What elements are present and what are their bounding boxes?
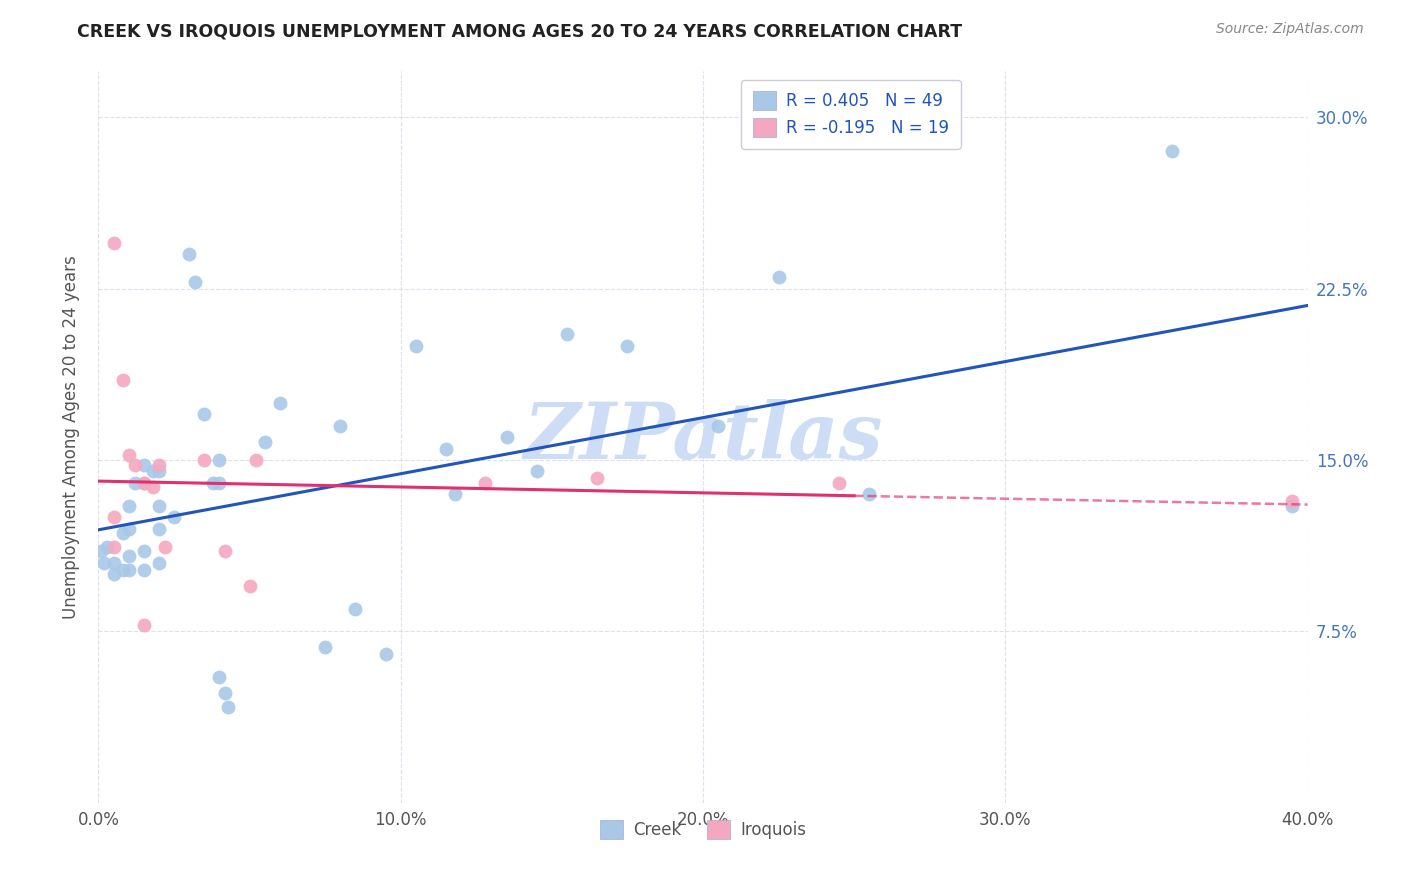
- Point: [142, 464, 165, 478]
- Point: [103, 540, 125, 554]
- Point: [90, 544, 112, 558]
- Point: [208, 453, 231, 467]
- Point: [245, 453, 267, 467]
- Point: [124, 458, 146, 472]
- Point: [111, 563, 134, 577]
- Point: [132, 563, 155, 577]
- Point: [707, 418, 730, 433]
- Text: Source: ZipAtlas.com: Source: ZipAtlas.com: [1216, 22, 1364, 37]
- Point: [858, 487, 880, 501]
- Point: [103, 556, 125, 570]
- Point: [103, 235, 125, 250]
- Point: [586, 471, 609, 485]
- Text: CREEK VS IROQUOIS UNEMPLOYMENT AMONG AGES 20 TO 24 YEARS CORRELATION CHART: CREEK VS IROQUOIS UNEMPLOYMENT AMONG AGE…: [77, 22, 963, 40]
- Point: [111, 526, 134, 541]
- Point: [314, 640, 336, 655]
- Point: [111, 373, 134, 387]
- Point: [768, 270, 790, 285]
- Point: [214, 686, 236, 700]
- Y-axis label: Unemployment Among Ages 20 to 24 years: Unemployment Among Ages 20 to 24 years: [62, 255, 80, 619]
- Point: [374, 647, 396, 661]
- Point: [163, 510, 186, 524]
- Point: [118, 563, 141, 577]
- Point: [1281, 494, 1303, 508]
- Point: [1160, 145, 1182, 159]
- Point: [616, 338, 638, 352]
- Point: [526, 464, 548, 478]
- Point: [269, 396, 291, 410]
- Point: [142, 480, 165, 494]
- Point: [1281, 499, 1303, 513]
- Point: [118, 521, 141, 535]
- Point: [148, 464, 170, 478]
- Point: [148, 556, 170, 570]
- Point: [118, 499, 141, 513]
- Point: [444, 487, 467, 501]
- Point: [184, 275, 207, 289]
- Point: [555, 327, 578, 342]
- Point: [405, 338, 427, 352]
- Point: [239, 579, 262, 593]
- Point: [193, 407, 215, 421]
- Point: [96, 540, 118, 554]
- Point: [132, 617, 155, 632]
- Point: [148, 499, 170, 513]
- Point: [148, 521, 170, 535]
- Text: ZIPatlas: ZIPatlas: [523, 399, 883, 475]
- Point: [828, 475, 851, 490]
- Point: [202, 475, 225, 490]
- Point: [132, 544, 155, 558]
- Point: [217, 699, 239, 714]
- Point: [344, 601, 367, 615]
- Point: [208, 670, 231, 684]
- Point: [118, 448, 141, 462]
- Point: [103, 510, 125, 524]
- Point: [118, 549, 141, 563]
- Point: [132, 458, 155, 472]
- Point: [179, 247, 201, 261]
- Point: [208, 475, 231, 490]
- Point: [495, 430, 517, 444]
- Point: [329, 418, 352, 433]
- Point: [124, 475, 146, 490]
- Point: [153, 540, 176, 554]
- Point: [253, 434, 276, 449]
- Legend: Creek, Iroquois: Creek, Iroquois: [593, 814, 813, 846]
- Point: [103, 567, 125, 582]
- Point: [132, 475, 155, 490]
- Point: [148, 458, 170, 472]
- Point: [93, 556, 115, 570]
- Point: [214, 544, 236, 558]
- Point: [132, 475, 155, 490]
- Point: [193, 453, 215, 467]
- Point: [434, 442, 457, 456]
- Point: [474, 475, 496, 490]
